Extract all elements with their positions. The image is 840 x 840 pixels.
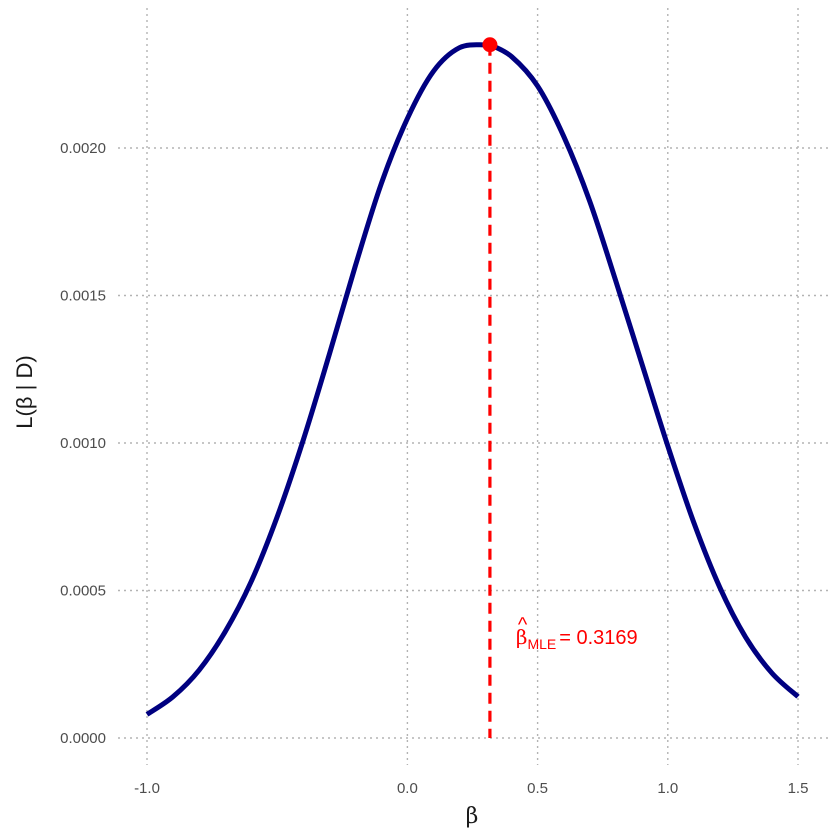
likelihood-curve: [145, 41, 800, 717]
series: [145, 41, 800, 717]
x-axis-title: β: [466, 804, 479, 829]
mle-marker-group: βMLE = 0.3169^: [482, 37, 638, 738]
mle-annotation-value: = 0.3169: [559, 627, 637, 649]
y-tick-label: 0.0015: [60, 288, 106, 305]
x-tick-label: 0.0: [397, 780, 418, 797]
x-tick-label: -1.0: [134, 780, 160, 797]
mle-hat-accent: ^: [518, 614, 528, 636]
x-tick-labels: -1.0 0.0 0.5 1.0 1.5: [134, 780, 808, 797]
y-tick-label: 0.0005: [60, 583, 106, 600]
x-tick-label: 1.0: [657, 780, 678, 797]
mle-point: [482, 37, 498, 53]
y-tick-label: 0.0000: [60, 730, 106, 747]
y-tick-label: 0.0020: [60, 140, 106, 157]
mle-annotation-symbol: β: [516, 625, 528, 649]
grid: [118, 8, 828, 765]
mle-annotation: βMLE = 0.3169: [516, 625, 638, 652]
mle-annotation-subscript: MLE: [527, 636, 556, 652]
y-tick-label: 0.0010: [60, 435, 106, 452]
y-axis-title: L(β | D): [12, 355, 37, 428]
y-tick-labels: 0.0000 0.0005 0.0010 0.0015 0.0020: [60, 140, 106, 747]
x-tick-label: 0.5: [527, 780, 548, 797]
x-tick-label: 1.5: [788, 780, 809, 797]
